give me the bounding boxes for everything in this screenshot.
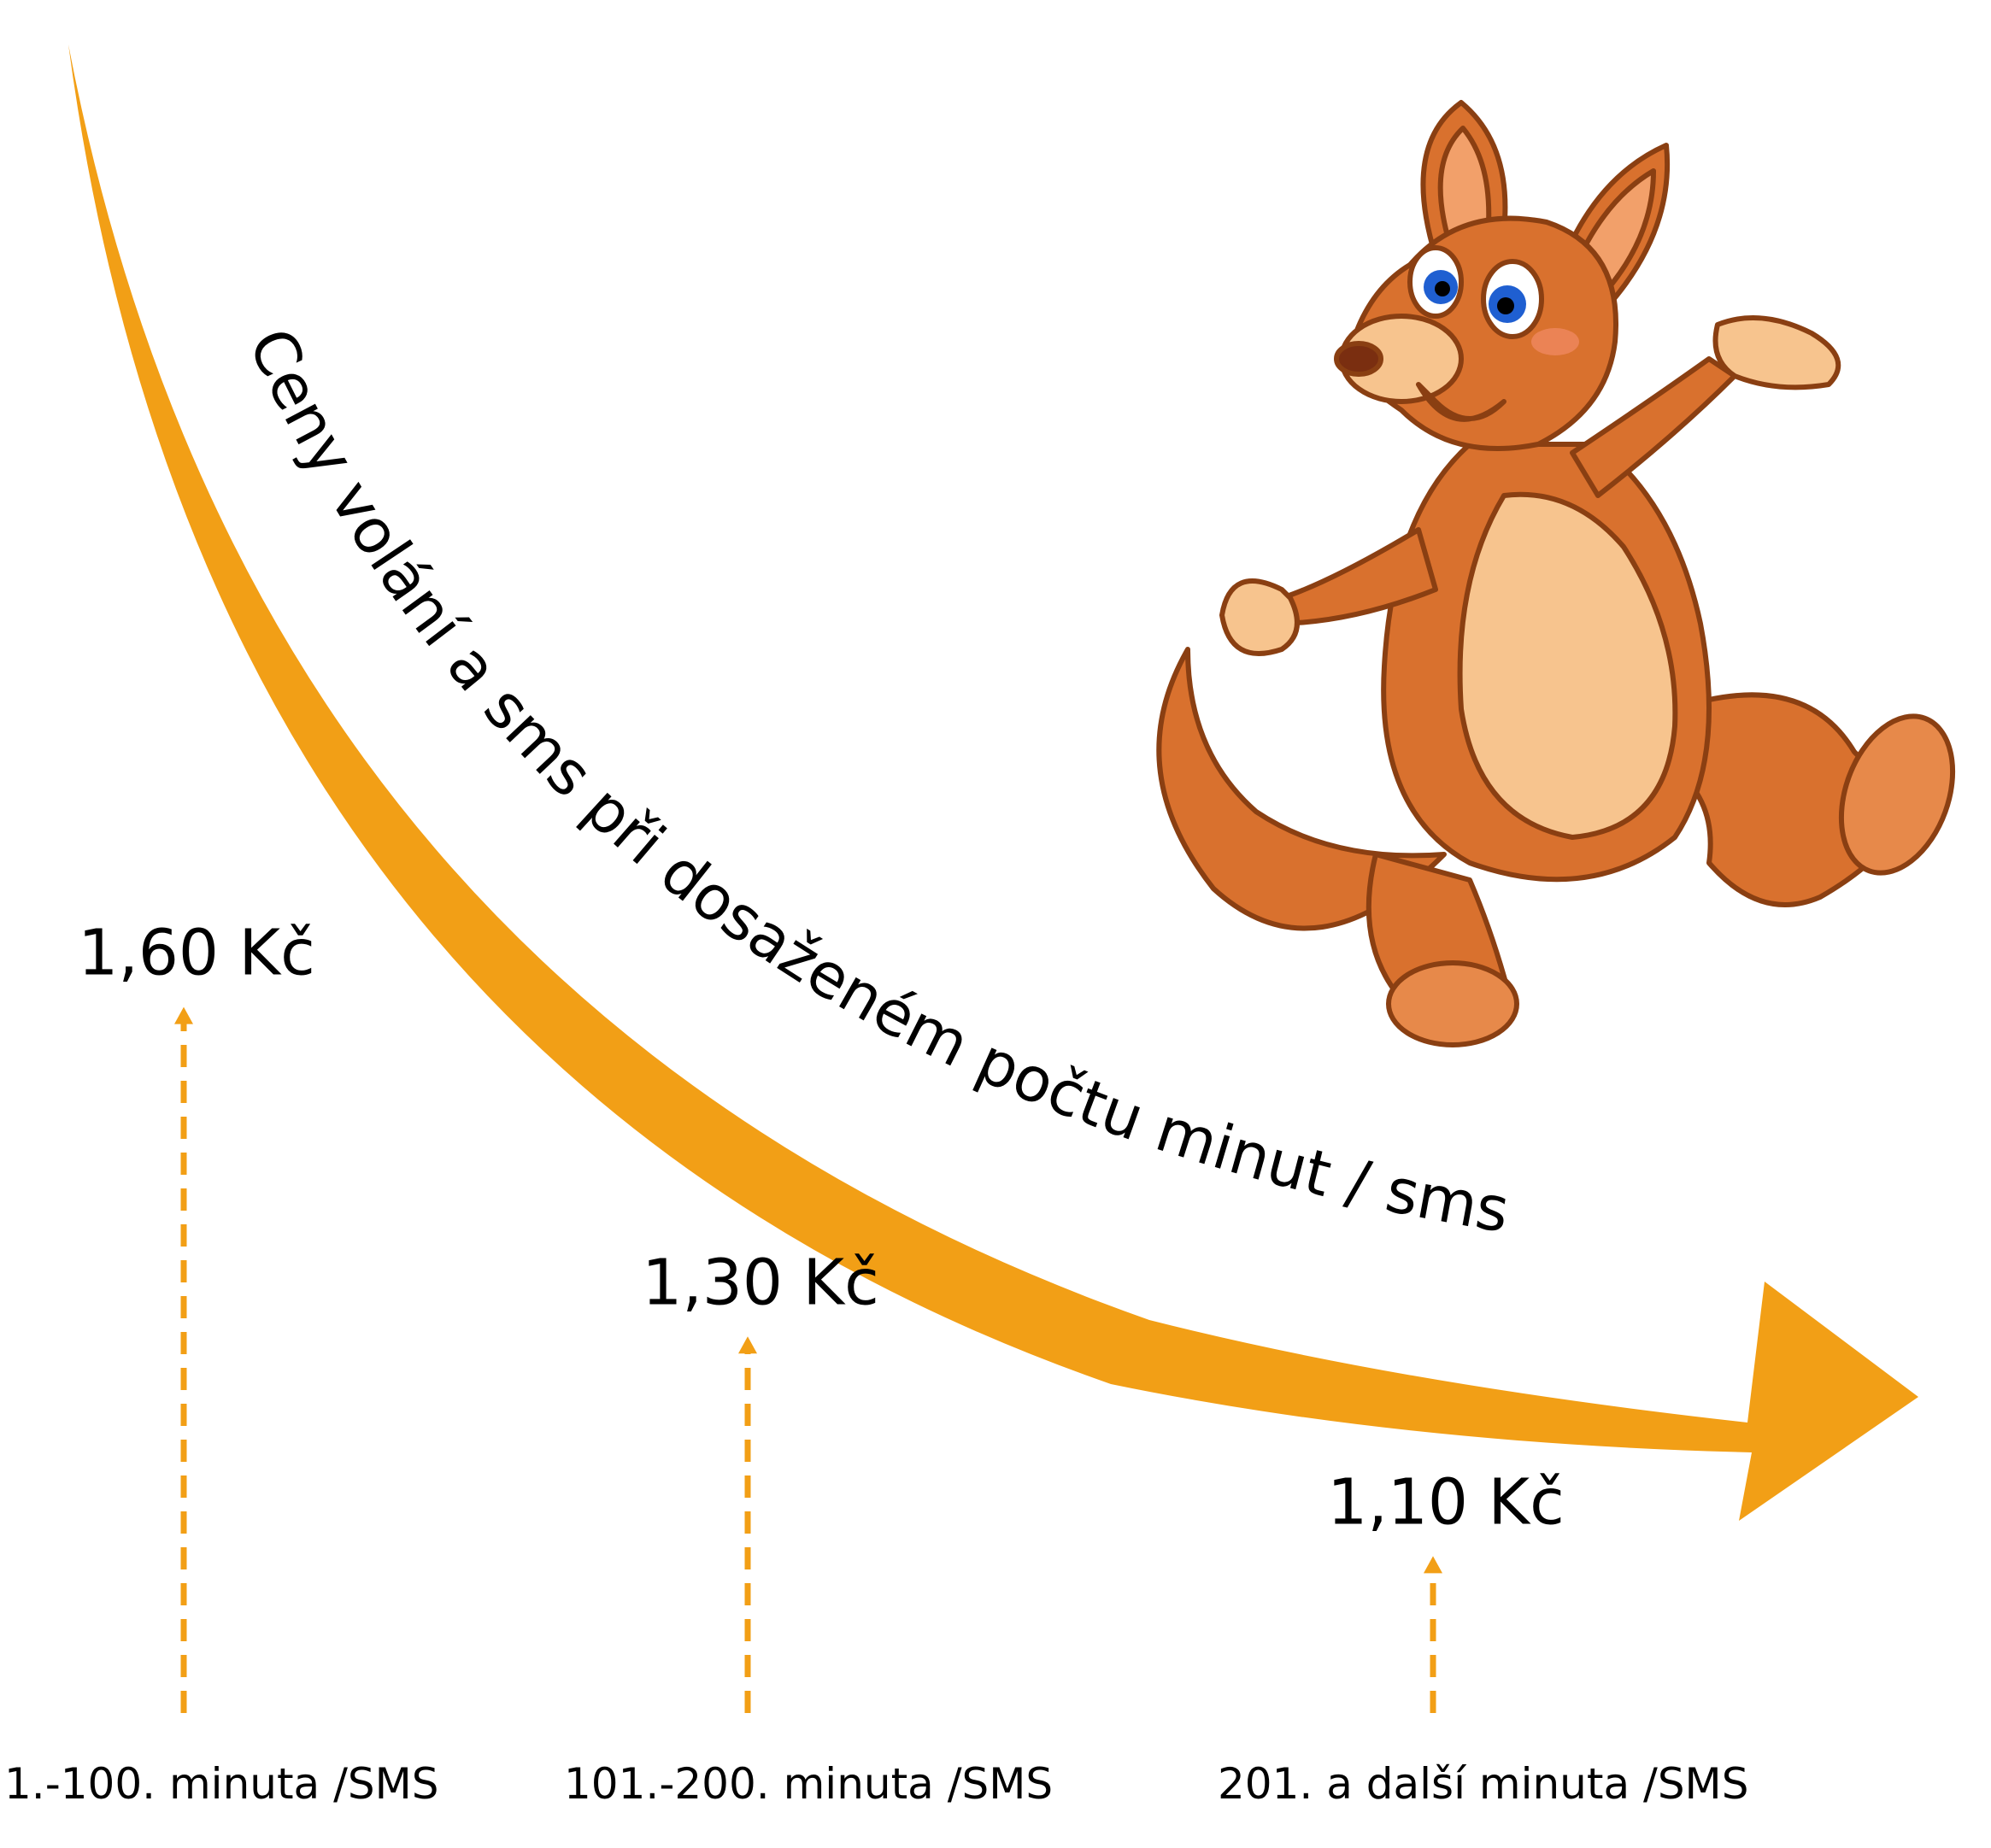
category-label: 1.-100. minuta /SMS <box>4 1759 439 1809</box>
chart-title: Ceny volání a sms při dosaženém počtu mi… <box>235 318 1514 1247</box>
price-label: 1,30 Kč <box>642 1246 879 1319</box>
kangaroo-mascot-icon <box>1156 100 1956 1047</box>
price-label: 1,60 Kč <box>78 917 315 990</box>
data-marks: 1,60 Kč 1.-100. minuta /SMS 1,30 Kč 101.-20… <box>4 917 1748 1809</box>
price-arrow-head <box>174 1006 193 1024</box>
price-label: 1,10 Kč <box>1327 1465 1565 1539</box>
price-arrow-head <box>738 1336 757 1354</box>
price-arrow-head <box>1424 1556 1442 1574</box>
category-label: 201. a další minuta /SMS <box>1218 1759 1748 1809</box>
category-label: 101.-200. minuta /SMS <box>564 1759 1053 1809</box>
